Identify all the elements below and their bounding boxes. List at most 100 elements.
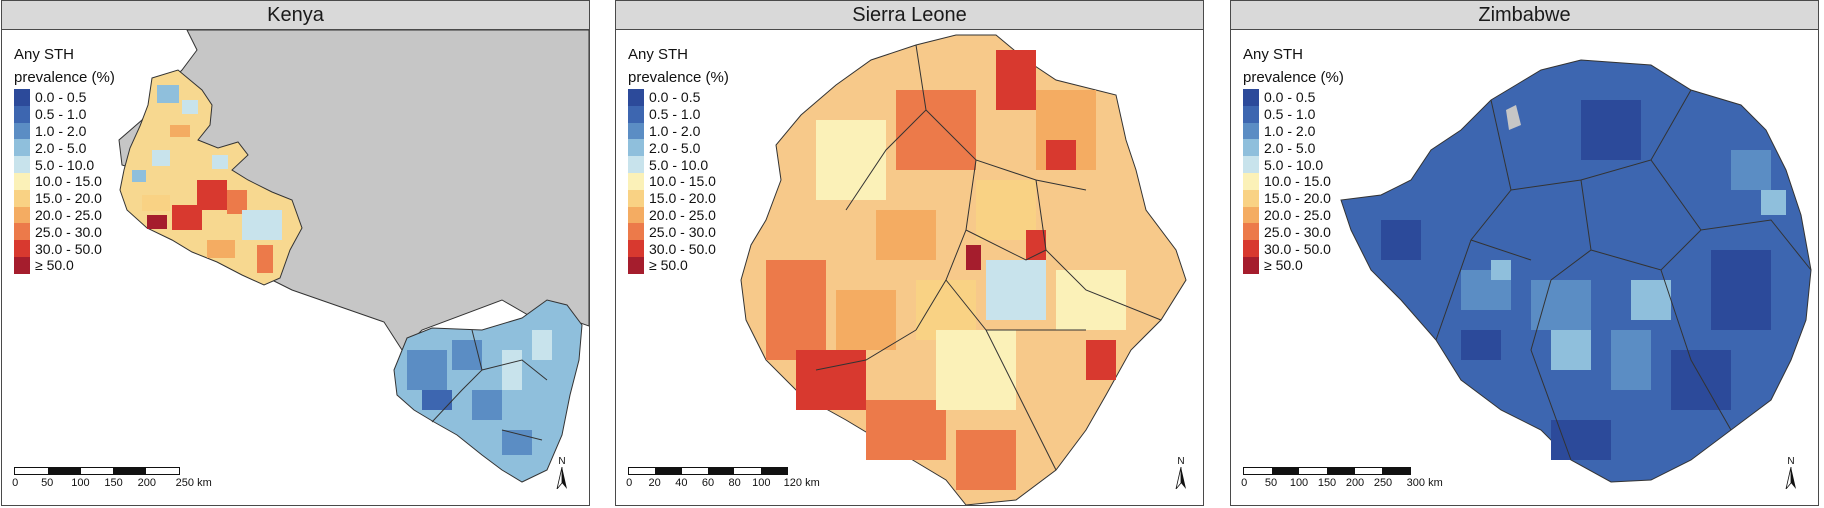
legend-title-line1: Any STH	[628, 46, 689, 63]
legend-row: 15.0 - 20.0	[1243, 189, 1344, 207]
legend-label: ≥ 50.0	[649, 257, 688, 274]
legend-label: 10.0 - 15.0	[1264, 173, 1331, 190]
north-arrow-icon: N	[1783, 456, 1799, 492]
legend-swatch	[14, 223, 30, 241]
kenya-coast-cells	[407, 330, 552, 455]
legend-swatch	[628, 206, 644, 224]
legend-zimbabwe: Any STH prevalence (%) 0.0 - 0.5 0.5 - 1.…	[1243, 43, 1344, 274]
legend-row: 25.0 - 30.0	[1243, 223, 1344, 241]
legend-row: 5.0 - 10.0	[628, 156, 729, 173]
scale-segment	[681, 468, 708, 474]
legend-swatch	[1243, 189, 1259, 207]
scale-tick-label: 0	[12, 477, 19, 489]
legend-rows: 0.0 - 0.5 0.5 - 1.0 1.0 - 2.0 2.0 - 5.0 5.0 …	[1243, 89, 1344, 274]
legend-label: 1.0 - 2.0	[649, 122, 701, 139]
legend-sierra-leone: Any STH prevalence (%) 0.0 - 0.5 0.5 - 1.…	[628, 43, 729, 274]
scale-tick-label: 120 km	[783, 477, 820, 489]
scale-segment	[760, 468, 787, 474]
legend-label: 2.0 - 5.0	[35, 139, 87, 156]
legend-label: 25.0 - 30.0	[35, 223, 102, 240]
scale-segment	[1382, 468, 1410, 474]
scale-segment	[1326, 468, 1355, 474]
legend-row: ≥ 50.0	[628, 256, 729, 274]
legend-title-line1: Any STH	[1243, 46, 1304, 63]
north-arrow-icon: N	[554, 456, 570, 492]
scale-bar-labels: 0 50 100 150 200 250 km	[12, 475, 212, 489]
legend-label: 5.0 - 10.0	[1264, 156, 1324, 173]
legend-label: 20.0 - 25.0	[649, 206, 716, 223]
legend-swatch	[628, 139, 644, 157]
scale-segment	[113, 468, 147, 474]
legend-label: 25.0 - 30.0	[1264, 223, 1331, 240]
legend-row: 10.0 - 15.0	[1243, 172, 1344, 190]
scale-segment	[15, 468, 48, 474]
legend-swatch	[628, 122, 644, 140]
legend-swatch	[14, 89, 30, 106]
legend-swatch	[628, 256, 644, 274]
scale-tick-label: 150	[1317, 477, 1337, 489]
legend-label: 10.0 - 15.0	[649, 173, 716, 190]
panel-title-zimbabwe: Zimbabwe	[1231, 1, 1818, 30]
legend-row: 0.5 - 1.0	[14, 105, 115, 123]
legend-row: 10.0 - 15.0	[14, 172, 115, 190]
legend-row: 5.0 - 10.0	[1243, 156, 1344, 173]
scale-bar-zimbabwe: 0 50 100 150 200 250 300 km	[1241, 467, 1443, 489]
legend-row: 30.0 - 50.0	[628, 240, 729, 257]
legend-title-line2: prevalence (%)	[1243, 69, 1344, 86]
legend-label: 15.0 - 20.0	[1264, 190, 1331, 207]
legend-label: 10.0 - 15.0	[35, 173, 102, 190]
legend-label: 25.0 - 30.0	[649, 223, 716, 240]
north-label: N	[1787, 456, 1795, 467]
legend-label: 0.5 - 1.0	[649, 106, 701, 123]
legend-label: ≥ 50.0	[35, 257, 74, 274]
legend-label: 0.0 - 0.5	[35, 89, 87, 106]
legend-title-line2: prevalence (%)	[14, 69, 115, 86]
legend-row: 2.0 - 5.0	[14, 139, 115, 157]
kenya-west-cells	[132, 85, 282, 273]
scale-tick-label: 50	[1264, 477, 1278, 489]
legend-rows: 0.0 - 0.5 0.5 - 1.0 1.0 - 2.0 2.0 - 5.0 5.0 …	[628, 89, 729, 274]
panel-title-sierra-leone: Sierra Leone	[616, 1, 1203, 30]
legend-swatch	[14, 139, 30, 157]
scale-segment	[1299, 468, 1327, 474]
kenya-district-borders	[431, 329, 548, 441]
panel-title-kenya: Kenya	[2, 1, 589, 30]
scale-tick-label: 300 km	[1406, 477, 1443, 489]
scale-tick-label: 100	[1289, 477, 1309, 489]
sierra-leone-cells	[766, 50, 1126, 490]
legend-label: 2.0 - 5.0	[1264, 139, 1316, 156]
scale-segment	[1271, 468, 1300, 474]
north-label: N	[558, 456, 566, 467]
legend-swatch	[628, 172, 644, 190]
scale-tick-label: 60	[701, 477, 715, 489]
scale-tick-label: 100	[71, 477, 90, 489]
legend-swatch	[1243, 206, 1259, 224]
scale-segment	[47, 468, 81, 474]
legend-label: 5.0 - 10.0	[35, 156, 95, 173]
legend-swatch	[1243, 122, 1259, 140]
scale-bar-segments	[628, 467, 788, 475]
legend-swatch	[628, 240, 644, 257]
legend-label: 0.0 - 0.5	[1264, 89, 1316, 106]
legend-row: 0.0 - 0.5	[628, 89, 729, 106]
legend-swatch	[1243, 139, 1259, 157]
legend-swatch	[14, 189, 30, 207]
scale-tick-label: 250 km	[175, 477, 212, 489]
legend-label: 0.5 - 1.0	[1264, 106, 1316, 123]
scale-segment	[1354, 468, 1383, 474]
scale-tick-label: 100	[752, 477, 771, 489]
legend-swatch	[1243, 240, 1259, 257]
legend-title-line2: prevalence (%)	[628, 69, 729, 86]
legend-row: 25.0 - 30.0	[628, 223, 729, 241]
legend-swatch	[628, 156, 644, 173]
legend-label: 1.0 - 2.0	[1264, 122, 1316, 139]
legend-rows: 0.0 - 0.5 0.5 - 1.0 1.0 - 2.0 2.0 - 5.0 5.0 …	[14, 89, 115, 274]
legend-label: 20.0 - 25.0	[1264, 206, 1331, 223]
legend-swatch	[14, 156, 30, 173]
map-panel-kenya: Kenya	[1, 0, 590, 506]
scale-tick-label: 0	[1241, 477, 1248, 489]
legend-swatch	[628, 105, 644, 123]
legend-swatch	[1243, 105, 1259, 123]
scale-tick-label: 20	[648, 477, 661, 489]
legend-row: 2.0 - 5.0	[628, 139, 729, 157]
